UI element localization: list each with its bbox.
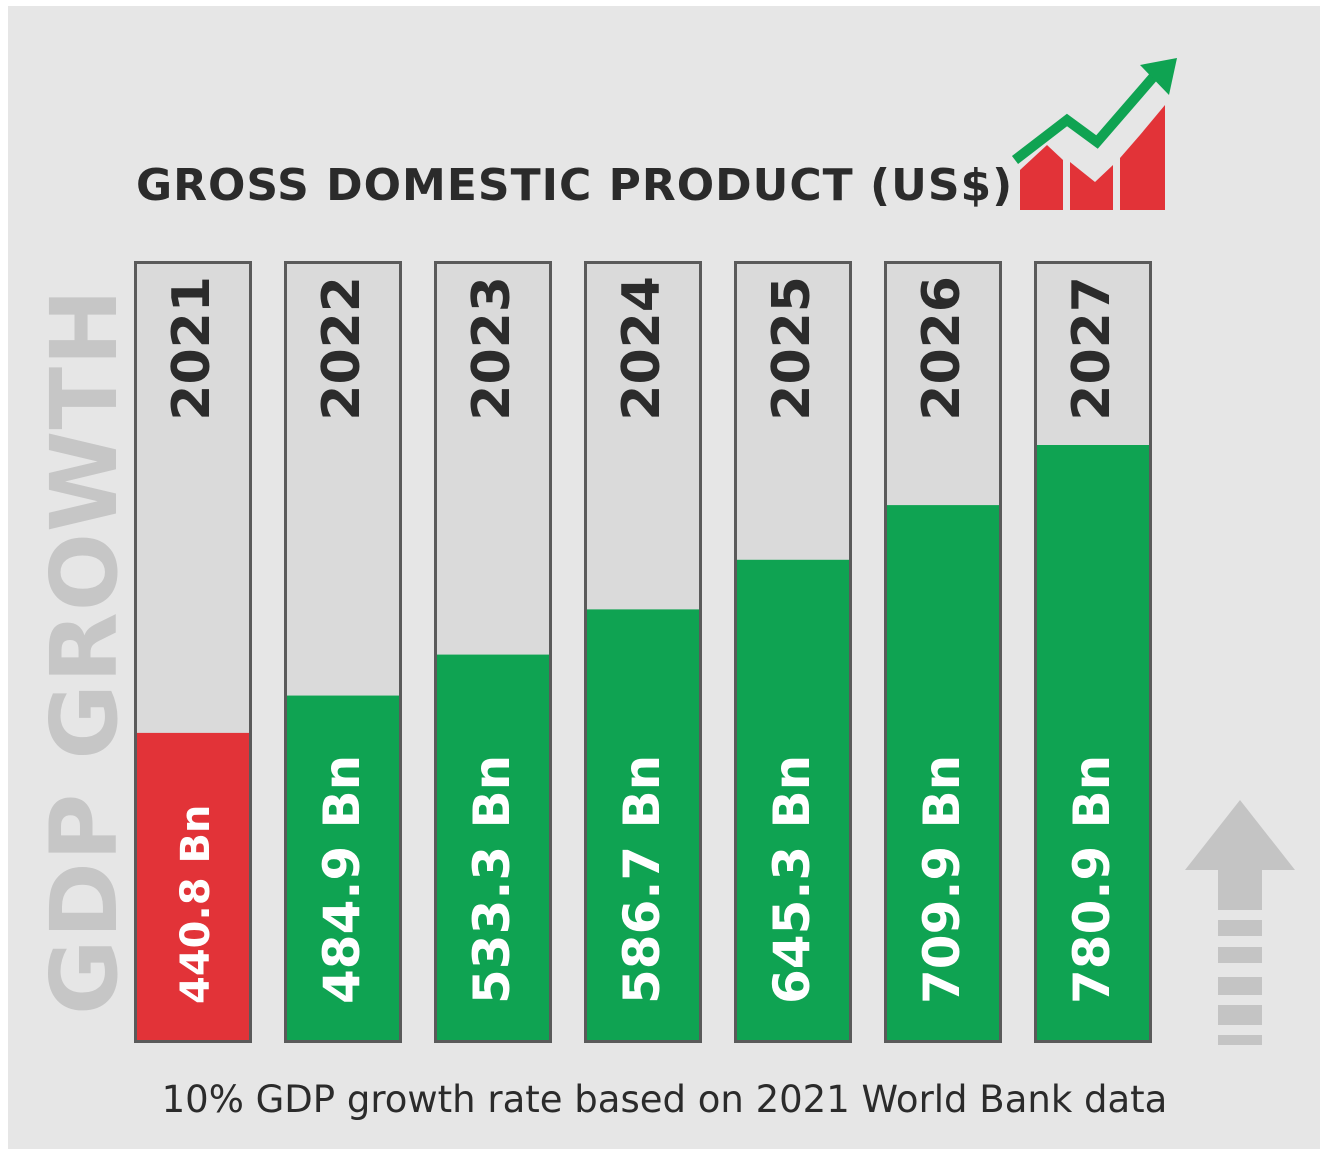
bar-group: 2024 586.7 Bn	[584, 261, 702, 1043]
bar-group: 2022 484.9 Bn	[284, 261, 402, 1043]
year-tick-label: 2021	[162, 276, 222, 421]
year-tick-label: 2027	[1062, 276, 1122, 421]
footnote: 10% GDP growth rate based on 2021 World …	[161, 1078, 1168, 1121]
bar-value-label: 709.9 Bn	[913, 755, 971, 1004]
up-arrow-icon	[1185, 800, 1295, 1045]
page-title: GROSS DOMESTIC PRODUCT (US$)	[136, 160, 1014, 211]
bar	[437, 654, 549, 1040]
bar-group: 2023 533.3 Bn	[434, 261, 552, 1043]
bar	[137, 732, 249, 1040]
bar-value-label: 533.3 Bn	[463, 755, 521, 1004]
trend-chart-icon	[1011, 58, 1177, 210]
bar	[587, 609, 699, 1040]
bar-value-label: 780.9 Bn	[1063, 755, 1121, 1004]
year-tick-label: 2026	[912, 276, 972, 421]
bar	[737, 559, 849, 1040]
bar-group: 2025 645.3 Bn	[734, 261, 852, 1043]
bar-value-label: 586.7 Bn	[613, 755, 671, 1004]
bar	[287, 695, 399, 1040]
bar-value-label: 484.9 Bn	[313, 755, 371, 1004]
bar-group: 2027 780.9 Bn	[1034, 261, 1152, 1043]
bar-value-label: 440.8 Bn	[173, 805, 219, 1004]
year-tick-label: 2024	[612, 276, 672, 421]
year-tick-label: 2025	[762, 276, 822, 421]
bar-group: 2026 709.9 Bn	[884, 261, 1002, 1043]
year-tick-label: 2023	[462, 276, 522, 421]
bar	[887, 505, 999, 1040]
bar-group: 2021 440.8 Bn	[134, 261, 252, 1043]
year-tick-label: 2022	[312, 276, 372, 421]
bar-value-label: 645.3 Bn	[763, 755, 821, 1004]
bar	[1037, 445, 1149, 1040]
